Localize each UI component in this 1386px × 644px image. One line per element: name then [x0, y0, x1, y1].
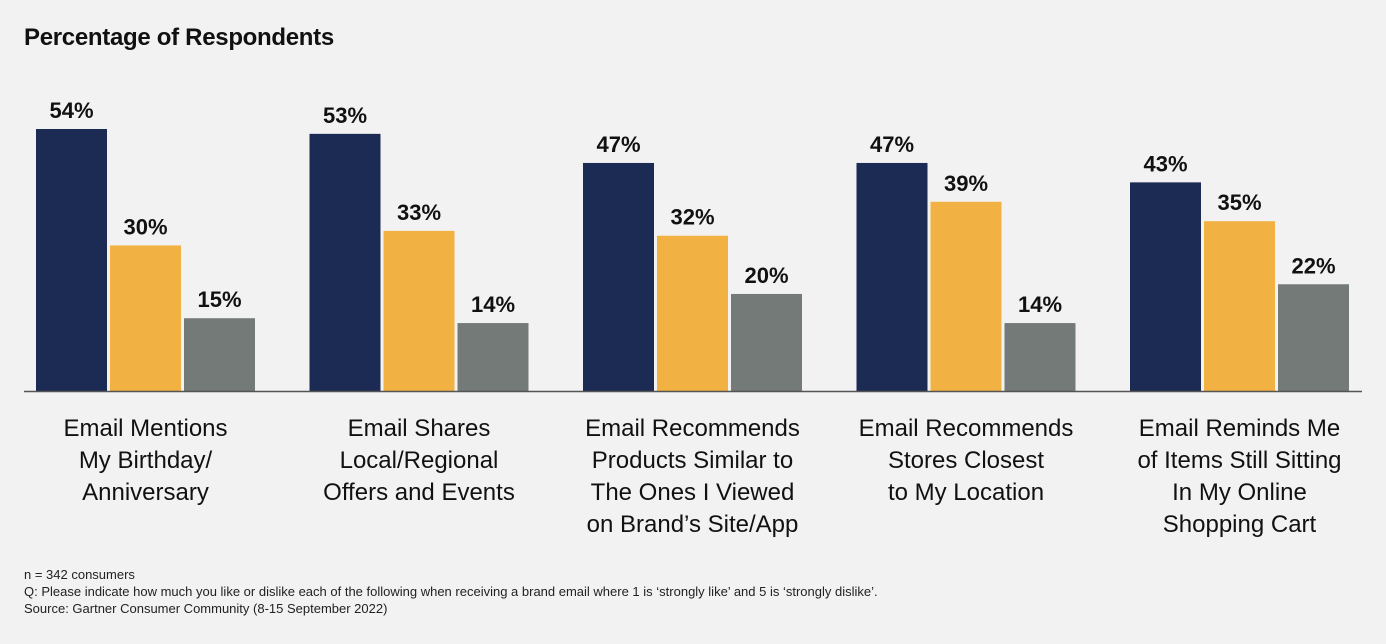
data-label-3-series-3: 20% — [744, 263, 788, 288]
data-label-2-series-3: 14% — [471, 292, 515, 317]
bar-5-series-3 — [1278, 284, 1349, 391]
bar-chart: 54% 30% 15% Email Mentions My Birthday/Anniv… — [24, 98, 1362, 538]
bar-5-series-2 — [1204, 221, 1275, 391]
bar-3-series-3 — [731, 293, 802, 391]
category-label-4: Email Recommends Stores Closest to My Loca… — [859, 415, 1074, 506]
data-label-1-series-2: 30% — [123, 214, 167, 239]
data-label-3-series-1: 47% — [596, 132, 640, 157]
bar-3-series-2 — [657, 235, 728, 391]
footnote-source: Source: Gartner Consumer Community (8-15… — [24, 601, 388, 616]
data-label-1-series-1: 54% — [49, 98, 93, 123]
bar-1-series-1 — [36, 129, 107, 391]
category-label-3: Email Recommends Products Similar to The O… — [585, 415, 800, 538]
category-label-5: Email Reminds Me of Items Still Sitting In… — [1137, 415, 1341, 538]
footnotes: n = 342 consumers Q: Please indicate how… — [24, 566, 878, 617]
footnote-sample: n = 342 consumers — [24, 567, 135, 582]
category-label-2: Email Shares Local/Regional Offers and Eve… — [323, 415, 515, 506]
data-label-4-series-3: 14% — [1018, 292, 1062, 317]
bar-2-series-2 — [383, 230, 455, 391]
footnote-question: Q: Please indicate how much you like or … — [24, 584, 878, 599]
bar-2-series-3 — [457, 323, 529, 391]
data-label-5-series-1: 43% — [1143, 151, 1187, 176]
data-label-2-series-1: 53% — [323, 103, 367, 128]
data-label-4-series-2: 39% — [944, 171, 988, 196]
data-label-5-series-2: 35% — [1217, 190, 1261, 215]
bar-1-series-2 — [110, 245, 181, 391]
bar-3-series-1 — [583, 162, 654, 391]
data-label-1-series-3: 15% — [197, 287, 241, 312]
data-label-3-series-2: 32% — [670, 205, 714, 230]
bar-5-series-1 — [1130, 182, 1201, 391]
bar-4-series-3 — [1004, 323, 1076, 391]
bar-2-series-1 — [309, 133, 381, 391]
chart-title: Percentage of Respondents — [24, 24, 334, 51]
bar-1-series-3 — [184, 318, 255, 391]
data-label-5-series-3: 22% — [1291, 253, 1335, 278]
data-label-4-series-1: 47% — [870, 132, 914, 157]
bar-4-series-1 — [856, 162, 928, 391]
category-label-1: Email Mentions My Birthday/Anniversary — [63, 415, 227, 506]
bar-4-series-2 — [930, 201, 1002, 391]
data-label-2-series-2: 33% — [397, 200, 441, 225]
